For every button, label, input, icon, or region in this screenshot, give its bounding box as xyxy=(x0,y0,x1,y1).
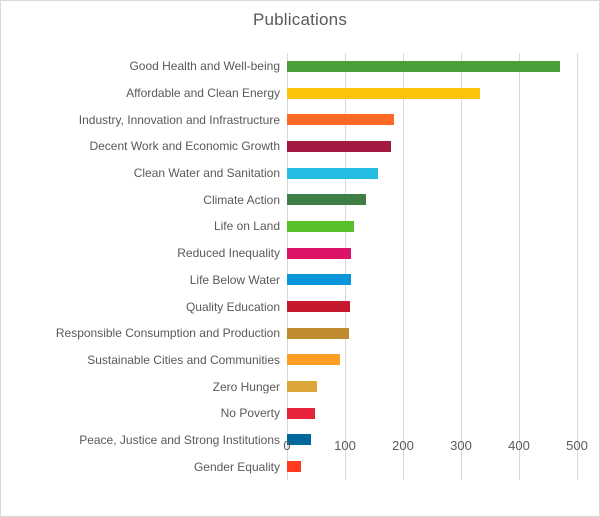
bar-track xyxy=(287,347,577,374)
category-label: Industry, Innovation and Infrastructure xyxy=(78,112,280,127)
bar-track xyxy=(287,293,577,320)
bar-track xyxy=(287,240,577,267)
gridline xyxy=(403,53,404,480)
chart-title: Publications xyxy=(252,10,348,29)
bar-track xyxy=(287,267,577,294)
gridline xyxy=(519,53,520,480)
bar xyxy=(287,194,366,206)
category-label: Affordable and Clean Energy xyxy=(126,86,280,101)
x-tick-label: 0 xyxy=(283,438,291,453)
bar-track xyxy=(287,427,577,454)
bar-track xyxy=(287,186,577,213)
x-tick-label: 300 xyxy=(450,438,472,453)
bar-track xyxy=(287,53,577,80)
x-tick-label: 400 xyxy=(508,438,530,453)
bar xyxy=(287,407,315,419)
bar xyxy=(287,381,317,393)
category-label: Peace, Justice and Strong Institutions xyxy=(79,432,280,447)
category-axis: Good Health and Well-being Affordable and… xyxy=(9,53,287,480)
bar-track xyxy=(287,80,577,107)
bar-track xyxy=(287,213,577,240)
x-tick-label: 100 xyxy=(334,438,356,453)
bars-container xyxy=(287,53,577,480)
bar xyxy=(287,60,560,72)
category-label: Clean Water and Sanitation xyxy=(133,166,280,181)
bar xyxy=(287,167,379,179)
bar-track xyxy=(287,400,577,427)
category-label: Quality Education xyxy=(185,299,280,314)
category-label: No Poverty xyxy=(220,406,280,421)
bar-track xyxy=(287,320,577,347)
bar xyxy=(287,140,392,152)
x-tick-label: 200 xyxy=(392,438,414,453)
bar xyxy=(287,301,351,313)
chart-body: Good Health and Well-being Affordable and… xyxy=(9,53,578,480)
bar xyxy=(287,274,351,286)
category-axis-line xyxy=(287,53,288,480)
bar-track xyxy=(287,453,577,480)
category-label: Good Health and Well-being xyxy=(129,59,280,74)
bar xyxy=(287,461,301,473)
category-label: Sustainable Cities and Communities xyxy=(87,352,280,367)
bar-track xyxy=(287,106,577,133)
bar xyxy=(287,434,312,446)
category-label: Reduced Inequality xyxy=(177,246,280,261)
bar-track xyxy=(287,373,577,400)
bar xyxy=(287,220,354,232)
category-label: Zero Hunger xyxy=(212,379,280,394)
bar xyxy=(287,87,481,99)
bar-track xyxy=(287,160,577,187)
bar xyxy=(287,327,350,339)
category-label: Climate Action xyxy=(203,192,280,207)
gridline xyxy=(577,53,578,480)
category-label: Decent Work and Economic Growth xyxy=(89,139,280,154)
bar-track xyxy=(287,133,577,160)
bar xyxy=(287,114,394,126)
gridline xyxy=(461,53,462,480)
category-label: Life Below Water xyxy=(189,272,280,287)
gridline xyxy=(345,53,346,480)
plot-area xyxy=(287,53,578,480)
category-label: Gender Equality xyxy=(193,459,280,474)
category-label: Responsible Consumption and Production xyxy=(55,326,280,341)
category-label: Life on Land xyxy=(213,219,280,234)
bar xyxy=(287,247,352,259)
value-axis: 0 100 200 300 400 500 xyxy=(1,438,599,456)
x-tick-label: 500 xyxy=(566,438,588,453)
bar xyxy=(287,354,341,366)
